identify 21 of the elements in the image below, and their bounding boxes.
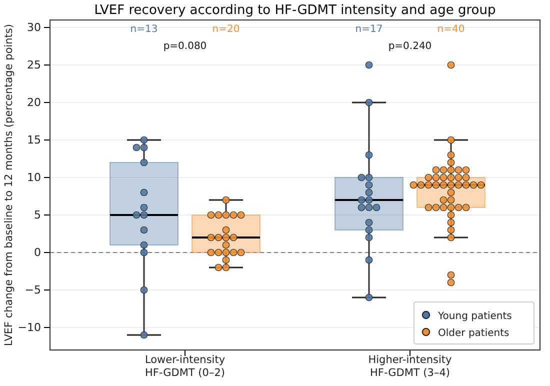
y-tick-label: −10 <box>18 321 41 334</box>
y-tick-label: 10 <box>27 171 41 184</box>
y-tick-label: 0 <box>34 246 41 260</box>
annotation: n=13 <box>130 24 158 35</box>
y-axis-title: LVEF change from baseline to 12 months (percentage points) <box>3 24 15 346</box>
annotation: n=40 <box>437 24 465 35</box>
annotation: p=0.080 <box>163 41 207 52</box>
y-tick-label: 25 <box>27 58 41 72</box>
x-tick-label: Higher-intensity HF-GDMT (3–4) <box>368 354 452 379</box>
chart-title: LVEF recovery according to HF-GDMT intensity and age group <box>94 3 496 18</box>
legend-label: Older patients <box>438 328 510 339</box>
annotation: n=17 <box>355 24 383 35</box>
annotation: p=0.240 <box>388 41 432 52</box>
x-tick-label: Lower-intensity HF-GDMT (0–2) <box>144 354 226 379</box>
y-tick-label: −5 <box>24 284 41 297</box>
legend-label: Young patients <box>437 311 512 322</box>
y-tick-label: 15 <box>27 134 41 147</box>
annotation: n=20 <box>212 24 240 35</box>
y-tick-label: 5 <box>34 208 41 222</box>
y-tick-label: 20 <box>27 96 41 110</box>
y-tick-label: 30 <box>27 21 41 34</box>
